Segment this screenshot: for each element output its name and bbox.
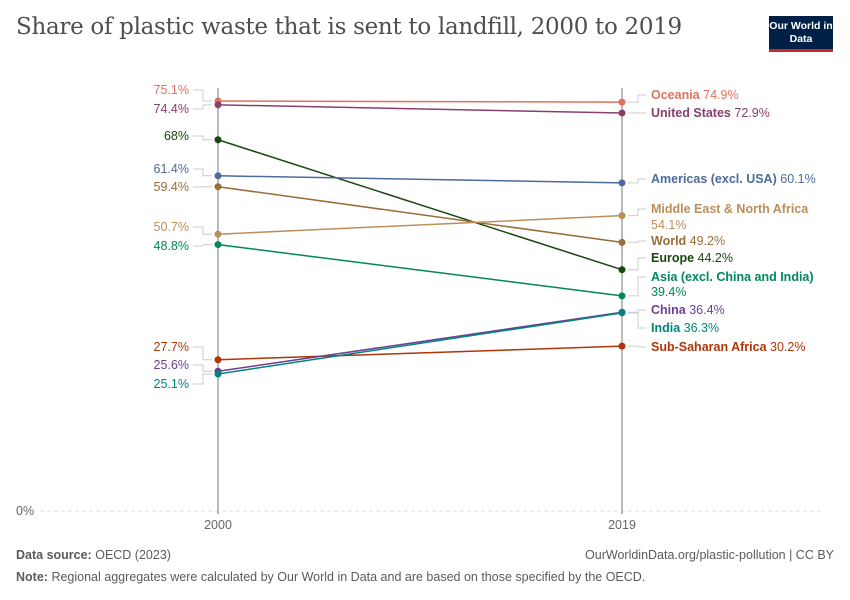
series-label: Sub-Saharan Africa 30.2% [651,340,805,354]
connector [628,276,646,297]
connector [193,346,212,361]
url-link[interactable]: OurWorldinData.org/plastic-pollution | C… [585,548,834,562]
connector [628,178,646,184]
connector [193,135,212,141]
value-label-2000: 50.7% [154,220,189,234]
value-label-2000: 75.1% [154,83,189,97]
value-label-2000: 59.4% [154,180,189,194]
series-line-6 [217,243,623,297]
point-2000 [214,172,222,180]
chart-title: Share of plastic waste that is sent to l… [16,14,682,40]
series-label: Middle East & North Africa 54.1% [651,202,809,232]
connector [193,89,212,102]
value-label-2000: 27.7% [154,340,189,354]
series-label: World 49.2% [651,234,725,248]
series-line-2 [217,139,623,271]
owid-logo[interactable]: Our World in Data [769,16,833,52]
series-line-0 [217,100,623,103]
point-2019 [618,238,626,246]
point-2019 [618,266,626,274]
series-line-1 [217,104,623,114]
point-2000 [214,241,222,249]
connector [628,257,646,271]
x-tick-label: 2000 [204,518,232,532]
data-source: Data source: OECD (2023) [16,548,171,562]
point-2019 [618,98,626,106]
connector [628,94,646,103]
series-line-5 [217,214,623,235]
value-label-2000: 25.1% [154,377,189,391]
point-2000 [214,230,222,238]
connector [628,309,646,313]
value-label-2000: 48.8% [154,239,189,253]
point-2019 [618,292,626,300]
series-label: Oceania 74.9% [651,88,739,102]
connector [628,240,646,243]
point-2000 [214,356,222,364]
series-label: Asia (excl. China and India) 39.4% [651,270,814,299]
series-line-4 [217,185,623,244]
series-label: Europe 44.2% [651,251,733,265]
value-label-2000: 61.4% [154,162,189,176]
point-2019 [618,342,626,350]
series-label: China 36.4% [651,303,725,317]
connector [628,312,646,329]
point-2000 [214,370,222,378]
y-tick-label: 0% [16,504,34,518]
connector [193,104,212,110]
point-2019 [618,309,626,317]
connector [193,226,212,235]
connector [628,208,646,217]
point-2019 [618,179,626,187]
series-label: Americas (excl. USA) 60.1% [651,172,816,186]
point-2000 [214,136,222,144]
series-label: United States 72.9% [651,106,770,120]
connector [193,168,212,177]
connector [628,345,646,348]
connector [193,244,212,247]
note: Note: Regional aggregates were calculate… [16,570,646,584]
value-label-2000: 25.6% [154,358,189,372]
value-label-2000: 74.4% [154,102,189,116]
series-line-8 [217,311,623,372]
series-line-9 [217,312,623,375]
series-line-3 [217,175,623,184]
series-line-7 [217,345,623,361]
connector [193,373,212,385]
source-link[interactable]: OECD (2023) [95,548,171,562]
x-tick-label: 2019 [608,518,636,532]
point-2019 [618,212,626,220]
series-label: India 36.3% [651,321,719,335]
connector [193,364,212,372]
point-2000 [214,101,222,109]
point-2019 [618,109,626,117]
value-label-2000: 68% [164,129,189,143]
point-2000 [214,183,222,191]
